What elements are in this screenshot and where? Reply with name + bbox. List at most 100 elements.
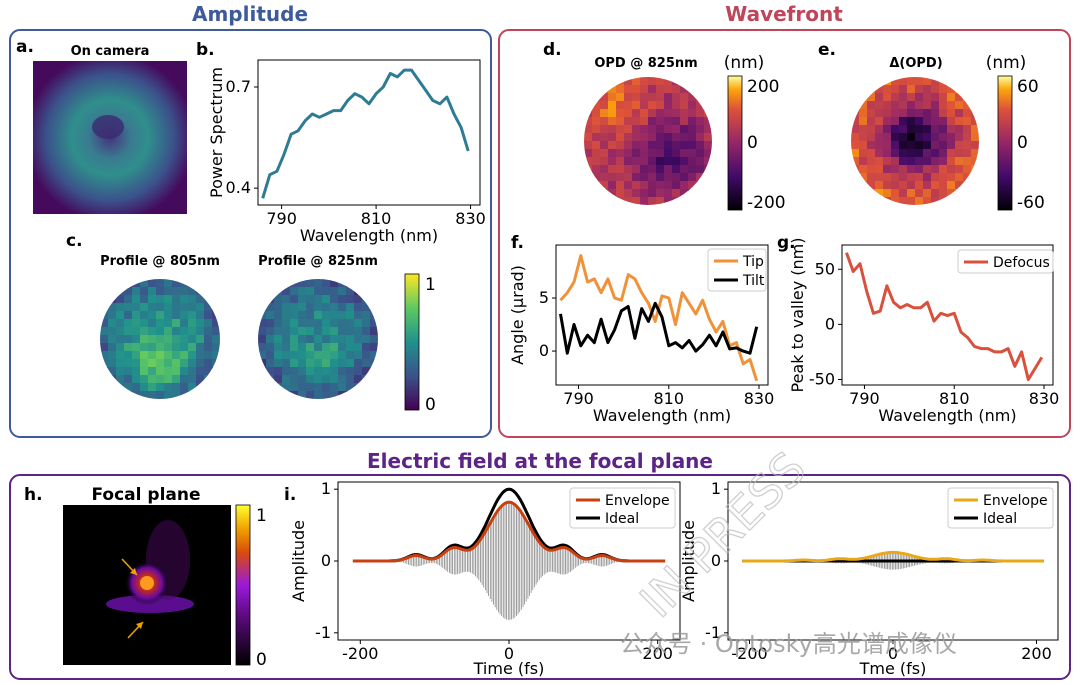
profile-805-pixel bbox=[132, 343, 141, 352]
dopd-pixel bbox=[891, 85, 900, 94]
profile-825-pixel bbox=[370, 383, 378, 392]
dopd-pixel bbox=[875, 149, 884, 158]
profile-825-pixel bbox=[298, 279, 307, 288]
profile-805-pixel bbox=[212, 367, 220, 376]
dopd-pixel bbox=[931, 77, 940, 86]
dopd-pixel bbox=[899, 149, 908, 158]
opd-pixel bbox=[648, 117, 657, 126]
profile-825-pixel bbox=[338, 351, 347, 360]
i_left-xtick-label: 0 bbox=[504, 644, 514, 663]
profile-825-pixel bbox=[362, 295, 371, 304]
profile-825-pixel bbox=[362, 343, 371, 352]
profile-805-pixel bbox=[148, 375, 157, 384]
g-xtick-label: 810 bbox=[939, 389, 970, 408]
opd-pixel bbox=[592, 133, 601, 142]
opd-pixel bbox=[600, 109, 609, 118]
profile-805-pixel bbox=[156, 367, 165, 376]
opd-pixel bbox=[640, 133, 649, 142]
dopd-pixel bbox=[931, 173, 940, 182]
panel-g-letter: g. bbox=[777, 233, 796, 253]
profile-805-pixel bbox=[108, 343, 117, 352]
profile-825-pixel bbox=[338, 335, 347, 344]
profile-825-pixel bbox=[330, 295, 339, 304]
dopd-pixel bbox=[915, 197, 924, 205]
f-xtick-label: 810 bbox=[653, 389, 684, 408]
dopd-pixel bbox=[939, 133, 948, 142]
profile-825-pixel bbox=[274, 351, 283, 360]
opd-pixel bbox=[688, 125, 697, 134]
f-xtick-label: 830 bbox=[744, 389, 775, 408]
profile-825-pixel bbox=[314, 343, 323, 352]
profile-825-pixel bbox=[282, 279, 291, 288]
opd-pixel bbox=[592, 141, 601, 150]
profile-805-pixel bbox=[196, 287, 205, 296]
opd-pixel bbox=[584, 77, 593, 86]
opd-pixel bbox=[608, 93, 617, 102]
opd-pixel bbox=[656, 141, 665, 150]
profile-825-pixel bbox=[274, 383, 283, 392]
dopd-pixel bbox=[955, 117, 964, 126]
profile-825-pixel bbox=[330, 343, 339, 352]
opd-pixel bbox=[640, 141, 649, 150]
dopd-pixel bbox=[867, 141, 876, 150]
dopd-pixel bbox=[891, 101, 900, 110]
opd-pixel bbox=[624, 141, 633, 150]
dopd-pixel bbox=[915, 141, 924, 150]
profile-805-pixel bbox=[148, 327, 157, 336]
profile-805-pixel bbox=[196, 375, 205, 384]
dopd-pixel bbox=[899, 181, 908, 190]
opd-pixel bbox=[632, 109, 641, 118]
profile-805-pixel bbox=[172, 311, 181, 320]
i_left-legend-label-ideal: Ideal bbox=[605, 511, 639, 527]
dopd-pixel bbox=[939, 101, 948, 110]
opd-pixel bbox=[664, 189, 673, 198]
opd-pixel bbox=[624, 149, 633, 158]
profile-colorbar bbox=[404, 273, 420, 411]
profile-805-pixel bbox=[148, 383, 157, 392]
profile-805-pixel bbox=[180, 335, 189, 344]
dopd-pixel bbox=[883, 181, 892, 190]
profile-825-pixel bbox=[282, 375, 291, 384]
profile-825-pixel bbox=[338, 303, 347, 312]
profile-825-pixel bbox=[322, 359, 331, 368]
dopd-pixel bbox=[875, 109, 884, 118]
dopd-pixel bbox=[875, 173, 884, 182]
profile-805-pixel bbox=[132, 375, 141, 384]
profile-825-pixel bbox=[306, 311, 315, 320]
dopd-pixel bbox=[963, 109, 972, 118]
dopd-pixel bbox=[971, 93, 979, 102]
opd-pixel bbox=[592, 77, 601, 86]
opd-pixel bbox=[704, 149, 712, 158]
panel-i-letter: i. bbox=[284, 485, 296, 505]
profile-805-title: Profile @ 805nm bbox=[100, 254, 220, 269]
profile-825-pixel bbox=[330, 359, 339, 368]
b-xtick-label: 830 bbox=[455, 209, 486, 228]
dopd-pixel bbox=[899, 133, 908, 142]
profile-805-pixel bbox=[124, 311, 133, 320]
i_left-ytick-label: 1 bbox=[321, 479, 331, 498]
pulse-chart-left: -200 0 200 1 0 -1 Time (fs) Amplitude Envelope Id… bbox=[289, 479, 681, 678]
profile-825-pixel bbox=[266, 383, 275, 392]
profile-825-pixel bbox=[306, 343, 315, 352]
dopd-pixel bbox=[891, 157, 900, 166]
dopd-pixel bbox=[851, 85, 860, 94]
dopd-pixel bbox=[923, 93, 932, 102]
opd-pixel bbox=[600, 165, 609, 174]
opd-pixel bbox=[640, 197, 649, 205]
profile-825-pixel bbox=[354, 319, 363, 328]
opd-pixel bbox=[624, 77, 633, 86]
profile-825-pixel bbox=[298, 319, 307, 328]
dopd-pixel bbox=[939, 77, 948, 86]
profile-805-pixel bbox=[180, 295, 189, 304]
dopd-pixel bbox=[891, 149, 900, 158]
dopd-pixel bbox=[963, 101, 972, 110]
profile-805-pixel bbox=[196, 367, 205, 376]
dopd-pixel bbox=[947, 109, 956, 118]
profile-805-pixel bbox=[116, 367, 125, 376]
opd-pixel bbox=[648, 173, 657, 182]
opd-pixel bbox=[632, 189, 641, 198]
panel-h-letter: h. bbox=[24, 485, 43, 505]
profile-825-pixel bbox=[274, 335, 283, 344]
opd-pixel bbox=[592, 149, 601, 158]
opd-pixel bbox=[648, 77, 657, 86]
